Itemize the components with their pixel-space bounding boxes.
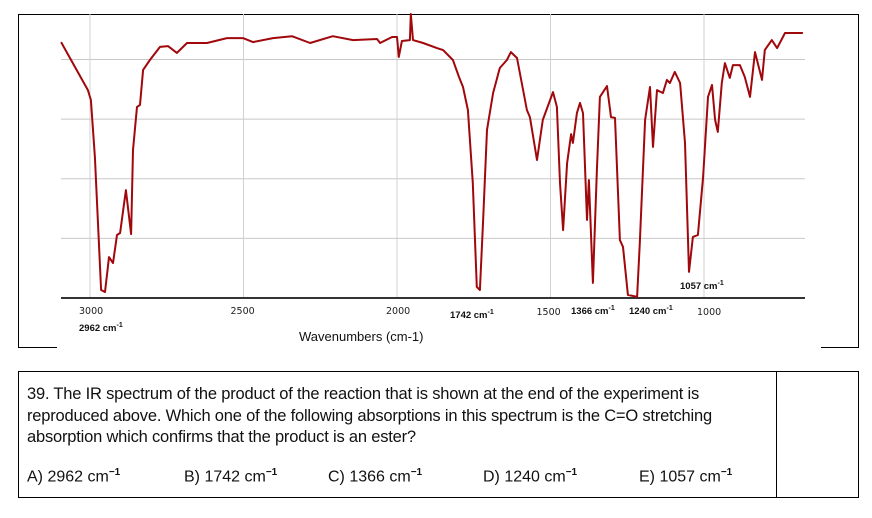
chart-frame-bottom-right xyxy=(821,347,859,348)
peak-annotation-2962: 2962 cm-1 xyxy=(79,322,123,334)
question-box-divider xyxy=(776,371,777,498)
answer-option-a[interactable]: A) 2962 cm−1 xyxy=(27,467,120,486)
answer-option-sup: −1 xyxy=(265,467,278,478)
peak-annotation-text: 1366 cm xyxy=(571,306,609,318)
answer-option-label: E) 1057 cm xyxy=(639,468,721,486)
chart-frame-bottom-left xyxy=(18,347,57,348)
spectrum-line xyxy=(60,13,803,298)
answer-option-c[interactable]: C) 1366 cm−1 xyxy=(328,467,422,486)
answer-options: A) 2962 cm−1 B) 1742 cm−1 C) 1366 cm−1 D… xyxy=(27,467,767,489)
peak-annotation-1366: 1366 cm-1 xyxy=(571,305,615,317)
chart-frame-left xyxy=(18,14,19,348)
peak-annotation-sup: -1 xyxy=(487,309,494,316)
peak-annotation-1742: 1742 cm-1 xyxy=(450,309,494,321)
answer-option-label: B) 1742 cm xyxy=(184,468,266,486)
peak-annotation-sup: -1 xyxy=(608,305,615,312)
answer-option-d[interactable]: D) 1240 cm−1 xyxy=(483,467,577,486)
chart-frame-top xyxy=(18,14,859,15)
series xyxy=(60,13,803,298)
chart-frame-right xyxy=(858,14,859,348)
answer-option-e[interactable]: E) 1057 cm−1 xyxy=(639,467,732,486)
peak-annotation-sup: -1 xyxy=(666,305,673,312)
peak-annotation-text: 1742 cm xyxy=(450,310,488,322)
peak-annotation-text: 1240 cm xyxy=(629,306,667,318)
x-tick-label: 3000 xyxy=(79,306,104,317)
grid xyxy=(61,14,805,298)
peak-annotation-sup: -1 xyxy=(116,322,123,329)
peak-annotation-text: 1057 cm xyxy=(680,281,718,293)
peak-annotation-text: 2962 cm xyxy=(79,323,117,335)
ir-spectrum-chart xyxy=(60,13,805,299)
x-tick-label: 1000 xyxy=(697,307,722,318)
x-tick-label: 1500 xyxy=(536,307,561,318)
peak-annotation-1240: 1240 cm-1 xyxy=(629,305,673,317)
x-axis-title: Wavenumbers (cm-1) xyxy=(299,329,424,344)
answer-option-sup: −1 xyxy=(410,467,423,478)
question-box xyxy=(18,371,859,498)
x-tick-label: 2500 xyxy=(230,306,255,317)
question-text: 39. The IR spectrum of the product of th… xyxy=(27,385,712,446)
x-tick-label: 2000 xyxy=(386,306,411,317)
answer-option-label: A) 2962 cm xyxy=(27,468,109,486)
answer-option-sup: −1 xyxy=(565,467,578,478)
peak-annotation-1057: 1057 cm-1 xyxy=(680,280,724,292)
answer-option-sup: −1 xyxy=(720,467,733,478)
answer-option-b[interactable]: B) 1742 cm−1 xyxy=(184,467,277,486)
peak-annotation-sup: -1 xyxy=(717,280,724,287)
question-box-bottom-border xyxy=(18,497,859,498)
answer-option-sup: −1 xyxy=(108,467,121,478)
answer-option-label: C) 1366 cm xyxy=(328,468,411,486)
answer-option-label: D) 1240 cm xyxy=(483,468,566,486)
